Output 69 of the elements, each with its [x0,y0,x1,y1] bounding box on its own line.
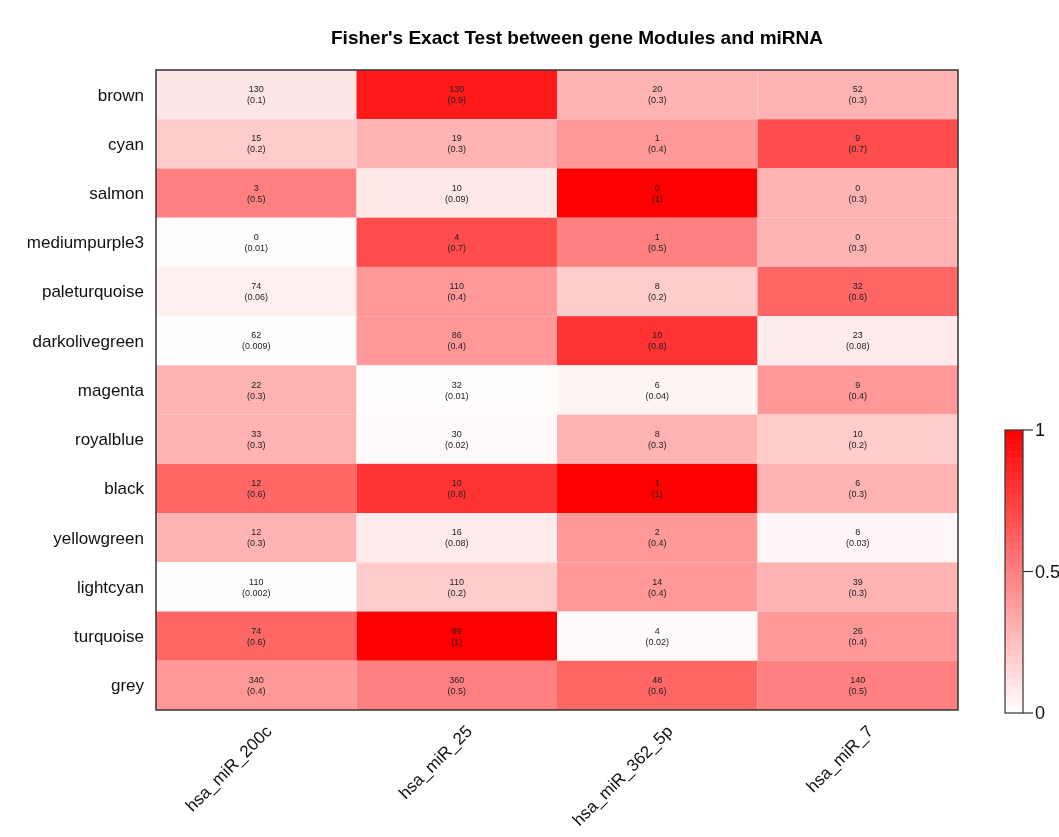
data-label: 52 (0.3) [848,84,868,106]
data-label: 4 (0.02) [645,625,670,647]
data-label: 10 (0.09) [444,182,469,204]
y-tick-label: cyan [108,134,144,154]
data-label: 130 (0.9) [447,84,467,106]
data-label: 8 (0.2) [647,281,667,303]
data-label: 8 (0.3) [647,428,667,450]
data-label: 8 (0.03) [845,527,870,549]
data-label: 30 (0.02) [444,428,469,450]
chart-title: Fisher's Exact Test between gene Modules and miRNA [331,27,824,48]
data-label: 89 (1) [451,625,463,647]
data-label: 22 (0.3) [246,379,266,401]
data-label: 0 (0.3) [848,182,868,204]
data-label: 1 (0.4) [647,133,667,155]
data-label: 62 (0.009) [241,330,271,352]
data-label: 340 (0.4) [246,675,266,697]
data-label: 6 (0.04) [645,379,670,401]
data-label: 0 (0.3) [848,231,868,253]
data-label: 9 (0.7) [848,133,868,155]
y-tick-label: grey [110,676,145,696]
data-label: 20 (0.3) [647,84,667,106]
data-label: 14 (0.4) [647,576,667,598]
y-tick-label: black [104,479,145,499]
y-tick-label: yellowgreen [53,528,144,548]
data-label: 110 (0.002) [241,576,271,598]
data-label: 2 (0.4) [647,527,667,549]
data-label: 32 (0.01) [444,379,469,401]
data-label: 74 (0.6) [246,625,266,647]
data-label: 10 (0.8) [647,330,667,352]
data-label: 110 (0.4) [447,281,467,303]
data-label: 110 (0.2) [447,576,467,598]
data-label: 0 (0.01) [244,231,269,253]
data-label: 16 (0.08) [444,527,469,549]
y-tick-label: royalblue [75,430,144,450]
data-label: 10 (0.8) [447,478,467,500]
y-tick-label: salmon [89,184,144,204]
data-label: 3 (0.5) [246,182,266,204]
data-label: 6 (0.3) [848,478,868,500]
data-label: 48 (0.6) [647,675,667,697]
color-bar-label: 0.5 [1035,561,1059,582]
data-label: 12 (0.3) [246,527,266,549]
y-tick-label: mediumpurple3 [26,233,144,253]
data-label: 9 (0.4) [848,379,868,401]
data-label: 86 (0.4) [447,330,467,352]
y-tick-label: magenta [77,380,145,400]
data-label: 360 (0.5) [447,675,467,697]
y-tick-label: brown [97,85,144,105]
data-label: 32 (0.6) [848,281,868,303]
data-label: 74 (0.06) [244,281,269,303]
data-label: 15 (0.2) [246,133,266,155]
data-label: 39 (0.3) [848,576,868,598]
data-label: 4 (0.7) [447,231,467,253]
data-label: 33 (0.3) [246,428,266,450]
data-label: 1 (1) [651,478,663,500]
data-label: 19 (0.3) [447,133,467,155]
color-bar-label: 0 [1035,703,1046,724]
data-label: 12 (0.6) [246,478,266,500]
color-bar-label: 1 [1035,420,1046,441]
data-label: 1 (0.5) [647,231,667,253]
y-tick-label: lightcyan [76,577,144,597]
data-label: 10 (0.2) [848,428,868,450]
data-label: 140 (0.5) [848,675,868,697]
y-tick-label: turquoise [74,627,144,647]
data-label: 0 (1) [651,182,663,204]
data-label: 26 (0.4) [848,625,868,647]
y-tick-label: darkolivegreen [32,331,144,351]
y-tick-label: paleturquoise [41,282,144,302]
data-label: 23 (0.08) [845,330,870,352]
data-label: 130 (0.1) [246,84,266,106]
